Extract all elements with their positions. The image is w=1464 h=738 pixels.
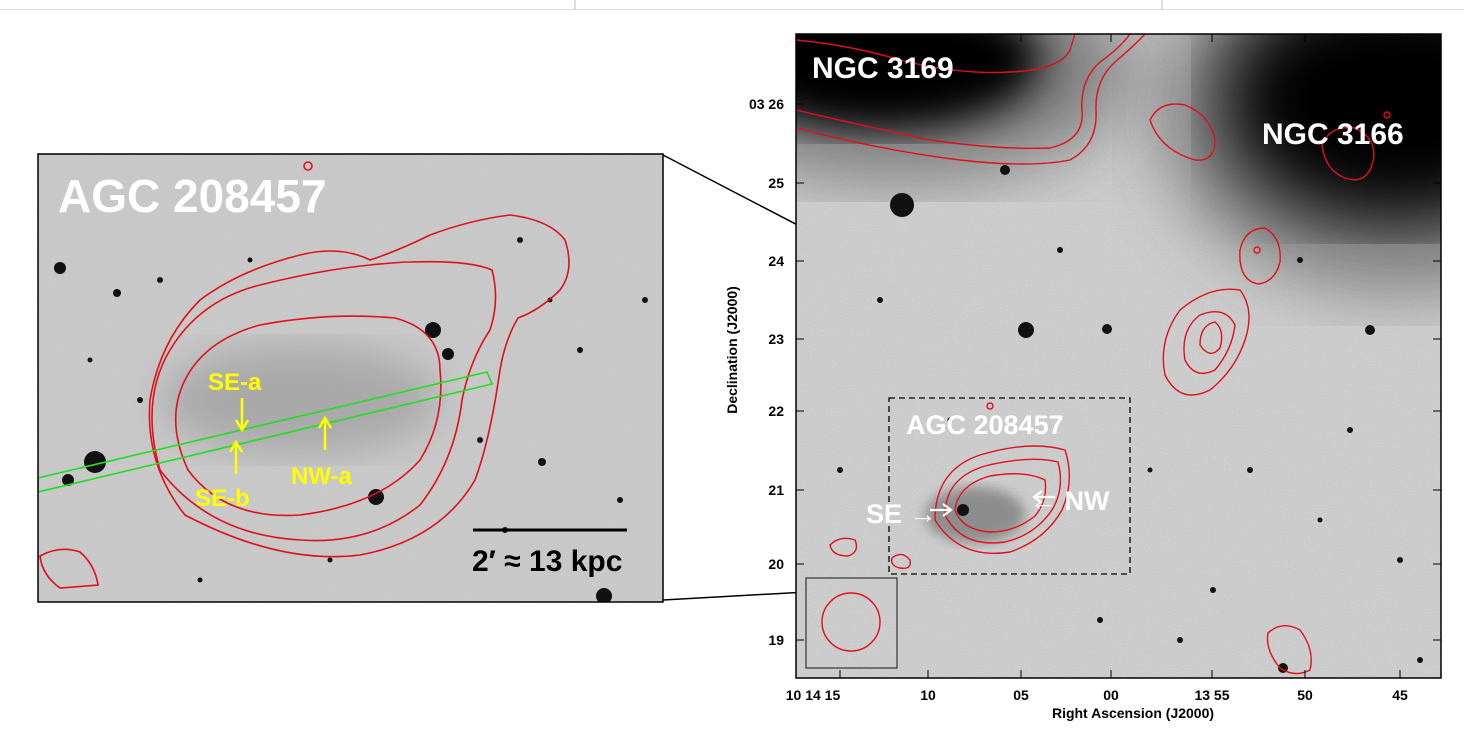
main-hi-contours — [796, 34, 1391, 675]
y-tick-label: 24 — [768, 253, 784, 269]
x-tick-label: 05 — [1013, 687, 1029, 703]
x-tick-label: 45 — [1392, 687, 1408, 703]
axis-ticks — [796, 34, 1441, 678]
x-tick-label: 50 — [1297, 687, 1313, 703]
x-axis-label: Right Ascension (J2000) — [1052, 705, 1214, 721]
label-se-a: SE-a — [208, 369, 262, 396]
inset-hi-contours — [39, 161, 570, 589]
y-tick-label: 03 26 — [749, 96, 784, 112]
y-axis-label: Declination (J2000) — [724, 286, 740, 414]
label-ngc3166: NGC 3166 — [1262, 118, 1404, 151]
label-se-b: SE-b — [195, 485, 250, 512]
label-se: SE → — [866, 499, 937, 529]
y-tick-label: 19 — [768, 632, 784, 648]
field-stars — [837, 165, 1423, 673]
label-agc-main: AGC 208457 — [906, 410, 1064, 440]
label-ngc3169: NGC 3169 — [812, 52, 954, 85]
zoom-region-box — [888, 397, 1131, 575]
main-image-panel — [796, 34, 1441, 678]
beam-box — [805, 577, 898, 669]
slit-outline — [38, 371, 494, 493]
y-tick-labels: 03 26 25 24 23 22 21 20 19 — [749, 96, 784, 648]
top-border-lines — [0, 0, 1464, 10]
inset-title: AGC 208457 — [58, 170, 327, 222]
y-tick-label: 21 — [768, 482, 784, 498]
label-nw: ← NW — [1030, 486, 1110, 516]
main-frame — [795, 33, 1442, 679]
y-tick-label: 23 — [768, 331, 784, 347]
inset-image-panel — [38, 154, 663, 602]
x-tick-label: 13 55 — [1194, 687, 1229, 703]
x-tick-label: 10 — [920, 687, 936, 703]
y-tick-label: 20 — [768, 556, 784, 572]
label-nw-a: NW-a — [291, 463, 352, 490]
x-tick-label: 10 14 15 — [786, 687, 841, 703]
se-nw-arrows — [930, 490, 1055, 517]
scale-bar-label: 2′ ≈ 13 kpc — [472, 545, 622, 578]
x-tick-labels: 10 14 15 10 05 00 13 55 50 45 — [786, 687, 1408, 703]
x-tick-label: 00 — [1103, 687, 1119, 703]
y-tick-label: 25 — [768, 175, 784, 191]
annotation-arrows — [228, 398, 333, 474]
inset-frame — [37, 153, 664, 603]
y-tick-label: 22 — [768, 403, 784, 419]
beam-circle — [821, 592, 881, 652]
